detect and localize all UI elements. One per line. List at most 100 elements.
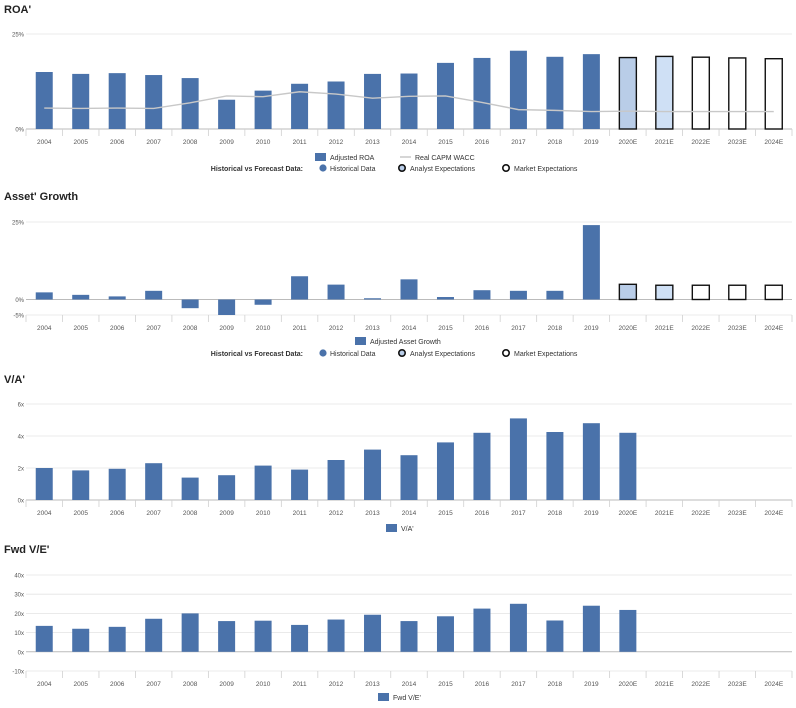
asset-growth-xtick-label: 2017 — [511, 325, 526, 332]
roa-xtick-label: 2006 — [110, 139, 125, 146]
asset-growth-bar — [291, 276, 309, 300]
asset-growth-xtick-label: 2015 — [438, 325, 453, 332]
va-legend-bar-label: V/A' — [401, 526, 414, 533]
roa-xtick-label: 2021E — [655, 139, 674, 146]
fwd-ve-ytick-label: 30x — [14, 593, 24, 599]
roa-bar — [108, 73, 126, 129]
fwd-ve-bar — [327, 619, 345, 652]
va-bar — [108, 468, 126, 500]
asset-growth-xtick-label: 2018 — [548, 325, 563, 332]
fwd-ve-bar — [400, 621, 418, 652]
va-xtick-label: 2014 — [402, 510, 417, 517]
fwd-ve-xtick-label: 2011 — [293, 681, 307, 688]
va-legend-bar-swatch — [386, 524, 397, 532]
va-bar — [35, 468, 53, 500]
va-xtick-label: 2019 — [584, 510, 599, 517]
roa-xtick-label: 2015 — [438, 139, 453, 146]
roa-bar — [691, 56, 711, 130]
va-bar — [546, 432, 564, 500]
asset-growth-chart-title: Asset' Growth — [4, 191, 79, 203]
asset-growth-bar — [181, 299, 199, 309]
asset-growth-xtick-label: 2016 — [475, 325, 490, 332]
fwd-ve-xtick-label: 2019 — [584, 681, 599, 688]
asset-growth-legend-market-label: Market Expectations — [514, 351, 578, 358]
va-xtick-label: 2018 — [548, 510, 563, 517]
roa-xtick-label: 2019 — [584, 139, 599, 146]
va-bar — [400, 455, 418, 500]
asset-growth-xtick-label: 2005 — [73, 325, 88, 332]
fwd-ve-bar — [291, 624, 309, 652]
roa-xtick-label: 2008 — [183, 139, 198, 146]
asset-growth-bar — [35, 292, 53, 300]
va-ytick-label: 4x — [18, 435, 24, 441]
asset-growth-bar — [764, 284, 783, 301]
roa-bar — [546, 56, 564, 129]
asset-growth-xtick-label: 2014 — [402, 325, 417, 332]
va-xtick-label: 2011 — [293, 510, 307, 517]
asset-growth-xtick-label: 2023E — [728, 325, 747, 332]
va-xtick-label: 2017 — [511, 510, 526, 517]
roa-legend-historical-label: Historical Data — [330, 166, 376, 173]
va-xtick-label: 2013 — [365, 510, 380, 517]
asset-growth-bar — [327, 284, 345, 300]
asset-growth-xtick-label: 2013 — [365, 325, 380, 332]
va-xtick-label: 2010 — [256, 510, 271, 517]
asset-growth-xtick-label: 2020E — [618, 325, 637, 332]
fwd-ve-bar — [145, 618, 163, 652]
va-bar — [181, 477, 199, 500]
asset-growth-xtick-label: 2007 — [146, 325, 161, 332]
roa-legend-wacc-label: Real CAPM WACC — [415, 155, 475, 162]
va-bar — [72, 470, 90, 500]
va-bar — [582, 423, 600, 500]
asset-growth-xtick-label: 2019 — [584, 325, 599, 332]
roa-legend-bar-label: Adjusted ROA — [330, 155, 375, 162]
fwd-ve-bar — [436, 616, 454, 652]
va-panel: V/A' 0x 2x 4x 6x 2004 2005 2006 2007 2008 2009 201… — [0, 365, 796, 540]
fwd-ve-bar — [473, 608, 491, 652]
asset-growth-xtick-label: 2012 — [329, 325, 344, 332]
roa-bar — [327, 81, 345, 129]
roa-xtick-label: 2017 — [511, 139, 526, 146]
roa-legend-bar-swatch — [315, 153, 326, 161]
roa-bar — [473, 57, 491, 129]
va-xtick-label: 2021E — [655, 510, 674, 517]
roa-bar — [618, 56, 638, 130]
roa-xtick-label: 2009 — [219, 139, 234, 146]
va-bar — [473, 432, 491, 500]
roa-bar — [218, 99, 236, 129]
fwd-ve-bar — [218, 621, 236, 652]
roa-bar — [181, 78, 199, 129]
va-bar — [619, 432, 637, 500]
asset-growth-xtick-label: 2004 — [37, 325, 52, 332]
fwd-ve-xtick-label: 2012 — [329, 681, 344, 688]
va-ytick-label: 2x — [18, 467, 24, 473]
asset-growth-bar — [436, 297, 454, 300]
fwd-ve-bar — [254, 620, 272, 652]
asset-growth-bar — [218, 299, 236, 315]
roa-bar — [655, 55, 674, 130]
fwd-ve-ytick-label: 40x — [14, 574, 24, 580]
asset-growth-xtick-label: 2009 — [219, 325, 234, 332]
fwd-ve-bar — [364, 614, 382, 652]
asset-growth-legend-historical-marker — [319, 349, 327, 357]
asset-growth-xtick-label: 2008 — [183, 325, 198, 332]
roa-xtick-label: 2004 — [37, 139, 52, 146]
asset-growth-legend-bar-swatch — [355, 337, 366, 345]
fwd-ve-xtick-label: 2022E — [691, 681, 710, 688]
asset-growth-xtick-label: 2024E — [764, 325, 783, 332]
roa-xtick-label: 2014 — [402, 139, 417, 146]
fwd-ve-ytick-label: 0x — [18, 650, 24, 656]
roa-bar — [509, 50, 527, 129]
roa-xtick-label: 2012 — [329, 139, 344, 146]
asset-growth-bar — [254, 299, 272, 305]
fwd-ve-xtick-label: 2017 — [511, 681, 526, 688]
fwd-ve-bar — [108, 626, 126, 652]
asset-growth-bar — [145, 290, 163, 300]
asset-growth-bar — [582, 225, 600, 300]
fwd-ve-xtick-label: 2021E — [655, 681, 674, 688]
va-bar — [291, 469, 309, 500]
fwd-ve-xtick-label: 2006 — [110, 681, 125, 688]
va-xtick-label: 2024E — [764, 510, 783, 517]
roa-xtick-label: 2011 — [293, 139, 307, 146]
asset-growth-legend-hvf-label: Historical vs Forecast Data: — [211, 351, 303, 358]
